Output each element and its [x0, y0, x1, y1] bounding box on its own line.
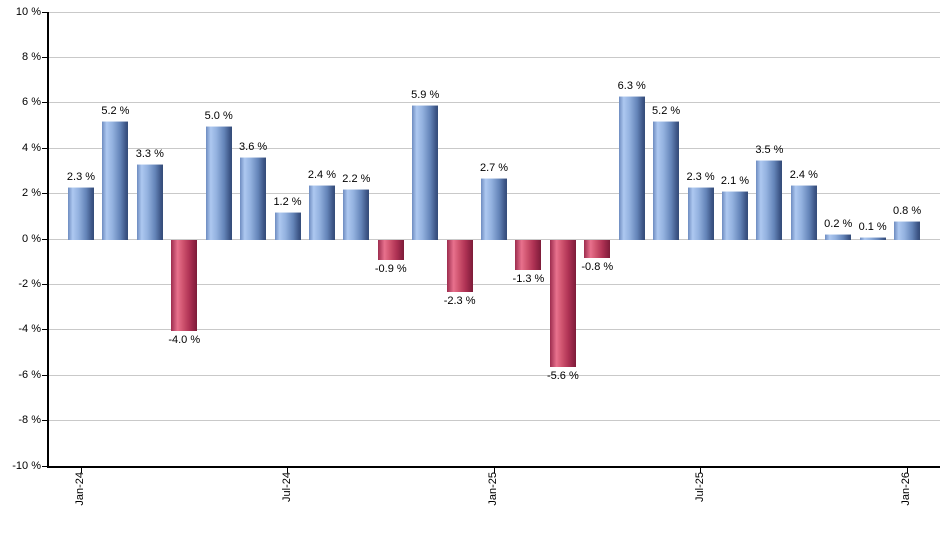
bar-value-label: 2.3 %	[686, 170, 715, 183]
chart-bar-May-24	[205, 125, 232, 240]
x-axis-tick-label: Jul-25	[693, 472, 706, 502]
y-axis-tick-label: 4 %	[22, 141, 41, 154]
bar-value-label: -1.3 %	[512, 272, 545, 285]
y-axis-tick	[42, 329, 47, 331]
chart-bar-Mar-25	[549, 240, 576, 368]
chart-bar-Mar-24	[136, 164, 163, 240]
chart-bar-Oct-25	[790, 184, 817, 240]
bar-value-label: 3.3 %	[135, 148, 164, 161]
bar-value-label: 3.5 %	[755, 143, 784, 156]
y-axis-tick-label: 0 %	[22, 232, 41, 245]
bar-value-label: 2.4 %	[789, 168, 818, 181]
y-axis-tick-label: 6 %	[22, 96, 41, 109]
gridline	[48, 374, 940, 376]
bar-value-label: 2.7 %	[479, 161, 509, 174]
x-axis-tick-label: Jan-25	[487, 472, 500, 506]
chart-bar-Nov-24	[412, 105, 439, 240]
bar-value-label: -5.6 %	[546, 370, 579, 383]
gridline	[48, 147, 940, 149]
x-axis-tick-label: Jan-24	[74, 472, 86, 506]
y-axis-tick-label: 10 %	[15, 5, 41, 18]
chart-bar-Feb-24	[102, 120, 129, 240]
gridline	[48, 102, 940, 104]
y-axis-tick-label: -10 %	[12, 459, 41, 472]
gridline	[48, 420, 940, 422]
gridline	[48, 283, 940, 285]
chart-bar-Sep-25	[756, 159, 783, 240]
bar-value-label: 0.2 %	[824, 218, 853, 231]
x-axis-tick	[493, 468, 495, 473]
chart-bar-Dec-25	[859, 236, 886, 240]
y-axis-line	[47, 12, 49, 468]
bar-value-label: 2.3 %	[66, 170, 96, 183]
x-axis-tick-label: Jan-26	[900, 472, 913, 506]
y-axis-tick	[42, 102, 47, 104]
chart-bar-Jan-25	[481, 177, 508, 240]
chart-bar-Jul-24	[274, 211, 301, 240]
y-axis-tick	[42, 374, 47, 376]
bar-value-label: 3.6 %	[239, 141, 268, 154]
bar-value-label: -0.9 %	[374, 263, 407, 276]
chart-bar-Aug-25	[721, 191, 748, 240]
y-axis-tick	[42, 193, 47, 195]
y-axis-tick	[42, 147, 47, 149]
y-axis-tick-label: -2 %	[18, 277, 41, 290]
bar-value-label: 5.9 %	[411, 89, 440, 102]
chart-bar-Feb-25	[515, 240, 542, 270]
chart-bar-Aug-24	[308, 184, 335, 240]
chart-bar-Jul-25	[687, 186, 714, 240]
chart-bar-Jun-25	[653, 120, 680, 240]
chart-bar-May-25	[618, 95, 645, 240]
y-axis-tick	[42, 56, 47, 58]
bar-value-label: -4.0 %	[168, 333, 201, 346]
chart-bar-Apr-24	[171, 240, 198, 331]
y-axis-tick	[42, 283, 47, 285]
y-axis-tick-label: -4 %	[18, 323, 41, 336]
bar-value-label: 5.2 %	[652, 104, 681, 117]
x-axis-tick	[700, 468, 702, 473]
bar-value-label: 5.0 %	[204, 109, 233, 122]
x-axis-tick	[287, 468, 289, 473]
chart-bar-Jan-24	[68, 186, 94, 240]
x-axis-tick-label: Jul-24	[280, 472, 293, 502]
x-axis-line	[47, 466, 940, 468]
bar-value-label: 5.2 %	[101, 104, 130, 117]
bar-value-label: 2.1 %	[720, 175, 750, 188]
chart-bar-Oct-24	[377, 240, 404, 261]
gridline	[48, 56, 940, 58]
y-axis-tick-label: 8 %	[22, 50, 41, 63]
chart-bar-Dec-24	[446, 240, 473, 293]
x-axis-tick	[80, 468, 82, 473]
chart-bar-Nov-25	[825, 234, 852, 240]
y-axis-tick	[42, 465, 47, 467]
chart-bar-Jun-24	[240, 157, 267, 240]
gridline	[48, 329, 940, 331]
y-axis-tick	[42, 238, 47, 240]
chart-bar-Jan-26	[894, 220, 921, 240]
chart-bar-Apr-25	[584, 240, 611, 259]
y-axis-tick-label: 2 %	[22, 187, 41, 200]
bar-value-label: 0.1 %	[858, 220, 887, 233]
x-axis-tick	[906, 468, 908, 473]
y-axis-tick	[42, 420, 47, 422]
y-axis-tick	[42, 11, 47, 13]
bar-value-label: 2.2 %	[342, 173, 371, 186]
bar-value-label: 1.2 %	[273, 195, 302, 208]
bar-value-label: -0.8 %	[581, 261, 614, 274]
chart-bar-Sep-24	[343, 189, 370, 240]
bar-value-label: 0.8 %	[893, 204, 922, 217]
y-axis-tick-label: -8 %	[18, 414, 41, 427]
y-axis-tick-label: -6 %	[18, 368, 41, 381]
bar-value-label: -2.3 %	[443, 295, 476, 308]
bar-value-label: 2.4 %	[307, 168, 336, 181]
gridline	[48, 11, 940, 13]
bar-value-label: 6.3 %	[617, 79, 646, 92]
